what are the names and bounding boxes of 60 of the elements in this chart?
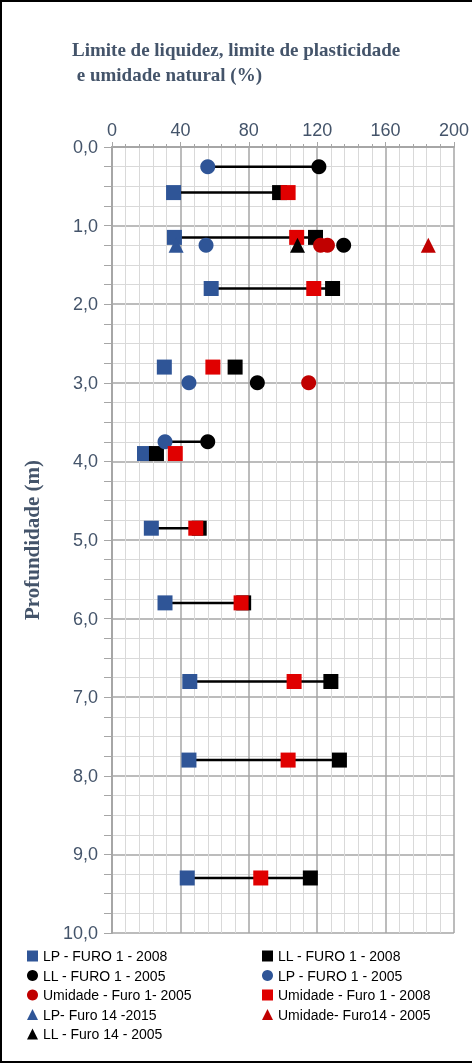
point [205,359,221,375]
legend-label: LP - FURO 1 - 2008 [43,948,168,964]
point [157,595,173,611]
point [306,280,322,296]
point [156,359,172,375]
point [203,280,219,296]
y-tick-label: 9,0 [72,844,98,865]
point [167,446,183,462]
point [325,280,341,296]
legend-label: Umidade - Furo 1 - 2008 [278,987,431,1003]
legend-label: LP - FURO 1 - 2005 [278,967,403,984]
legend-label: LL - Furo 14 - 2005 [43,1026,163,1042]
x-axis-title: Limite de liquidez, limite de plasticidade e umidade natural (%) [72,39,401,86]
point [301,375,317,391]
y-tick-label: 0,0 [72,137,98,157]
y-tick-label: 1,0 [72,215,98,236]
legend-label: LL - FURO 1 - 2005 [43,967,166,984]
point [148,446,164,462]
point [181,375,197,391]
point [331,752,347,768]
y-tick-label: 10,0 [62,923,98,943]
legend-label: Umidade - Furo 1- 2005 [43,987,192,1003]
y-tick-label: 5,0 [72,530,98,550]
y-tick-label: 6,0 [72,608,98,629]
point [286,673,302,689]
point [280,185,296,201]
x-tick-label: 160 [370,120,401,140]
point [166,185,182,201]
point [420,237,436,253]
point [336,237,352,253]
y-tick-label: 7,0 [72,687,98,708]
point [198,237,214,253]
x-tick-label: 40 [170,120,191,140]
y-tick-label: 8,0 [72,765,98,786]
x-tick-label: 200 [438,120,470,140]
y-tick-label: 3,0 [72,372,98,393]
point [302,870,318,886]
point [179,870,195,886]
point [200,434,216,450]
point [249,375,265,391]
legend-label: LP- Furo 14 -2015 [43,1006,157,1023]
point [280,752,296,768]
point [290,237,306,253]
point [311,159,327,175]
point [181,752,197,768]
point [157,434,173,450]
legend-label: Umidade- Furo14 - 2005 [278,1006,431,1023]
y-axis-title: Profundidade (m) [19,459,44,621]
point [200,159,216,175]
x-tick-label: 0 [106,120,118,140]
point [182,673,198,689]
y-tick-label: 2,0 [72,294,98,315]
y-tick-label: 4,0 [72,451,98,472]
legend-label: LL - FURO 1 - 2008 [278,948,401,964]
point [323,673,339,689]
x-tick-label: 120 [302,120,333,140]
point [143,520,159,536]
point [227,359,243,375]
point [253,870,269,886]
x-tick-label: 80 [238,120,259,140]
